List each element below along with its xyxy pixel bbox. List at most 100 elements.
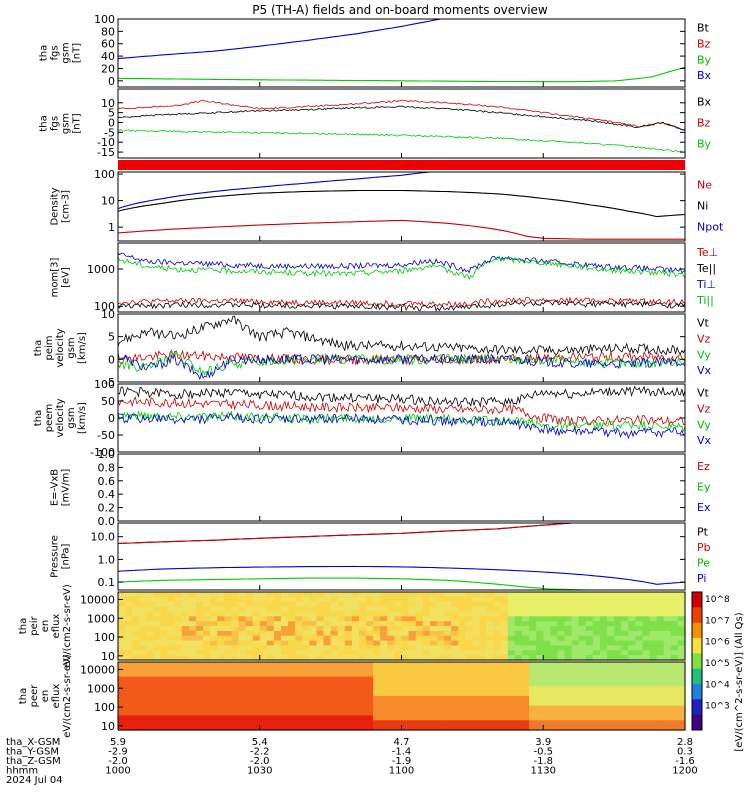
spectrogram-cell xyxy=(196,662,204,668)
spectrogram-cell xyxy=(302,715,310,721)
series-Vz-line xyxy=(118,349,685,366)
spectrogram-cell xyxy=(203,621,211,627)
spectrogram-cell xyxy=(323,676,332,683)
spectrogram-cell xyxy=(422,662,431,668)
spectrogram-cell xyxy=(621,666,629,673)
spectrogram-cell xyxy=(458,700,466,707)
spectrogram-cell xyxy=(309,662,318,668)
spectrogram-cell xyxy=(316,606,325,613)
spectrogram-cell xyxy=(174,596,183,603)
spectrogram-cell xyxy=(493,616,502,622)
spectrogram-cell xyxy=(451,720,459,726)
orbit-row-value: -1.8 xyxy=(533,756,553,767)
colorbar-frame xyxy=(691,591,703,731)
spectrogram-cell xyxy=(536,601,544,608)
spectrogram-cell xyxy=(238,700,247,707)
spectrogram-cell xyxy=(429,691,438,697)
spectrogram-cell xyxy=(677,655,686,661)
spectrogram-cell xyxy=(635,655,644,661)
spectrogram-cell xyxy=(479,592,488,598)
spectrogram-cell xyxy=(167,616,176,622)
spectrogram-cell xyxy=(330,645,339,651)
spectrogram-cell xyxy=(330,640,339,647)
spectrogram-cell xyxy=(245,655,254,661)
spectrogram-cell xyxy=(635,592,644,598)
spectrogram-cell xyxy=(514,681,523,687)
spectrogram-cell xyxy=(139,606,147,613)
spectrogram-cell xyxy=(359,720,367,726)
spectrogram-cell xyxy=(196,686,204,692)
y-axis-label-part: fgs xyxy=(50,116,61,131)
spectrogram-cell xyxy=(238,666,247,673)
spectrogram-cell xyxy=(472,650,481,656)
spectrogram-cell xyxy=(210,700,218,707)
spectrogram-cell xyxy=(323,710,332,717)
spectrogram-cell xyxy=(266,715,275,721)
series-Ti-line xyxy=(118,255,685,281)
spectrogram-cell xyxy=(139,621,147,627)
series-Vx-line xyxy=(118,412,685,440)
spectrogram-cell xyxy=(444,715,452,721)
spectrogram-cell xyxy=(387,696,395,702)
spectrogram-cell xyxy=(174,710,183,717)
spectrogram-cell xyxy=(500,611,509,617)
spectrogram-cell xyxy=(139,650,147,656)
spectrogram-cell xyxy=(408,710,417,717)
y-tick-label: 100 xyxy=(94,701,115,714)
spectrogram-cell xyxy=(288,686,296,692)
spectrogram-cell xyxy=(429,645,438,651)
spectrogram-cell xyxy=(288,725,296,731)
colorbar-label: 10^3 xyxy=(705,702,730,712)
colorbar-label: 10^8 xyxy=(705,595,730,605)
spectrogram-cell xyxy=(330,691,339,697)
spectrogram-cell xyxy=(188,662,197,668)
spectrogram-cell xyxy=(245,715,254,721)
spectrogram-cell xyxy=(514,645,523,651)
spectrogram-cell xyxy=(344,630,353,637)
spectrogram-cell xyxy=(174,621,183,627)
spectrogram-cell xyxy=(642,621,651,627)
spectrogram-cell xyxy=(585,676,594,683)
spectrogram-cell xyxy=(203,635,211,642)
spectrogram-cell xyxy=(444,681,452,687)
spectrogram-cell xyxy=(578,676,587,683)
spectrogram-cell xyxy=(564,596,573,603)
spectrogram-cell xyxy=(330,606,339,613)
spectrogram-cell xyxy=(366,696,374,702)
spectrogram-cell xyxy=(408,681,417,687)
spectrogram-cell xyxy=(422,592,431,598)
legend-Te: Te|| xyxy=(696,262,716,275)
y-axis-label-part: fgs xyxy=(50,45,61,60)
spectrogram-cell xyxy=(472,720,481,726)
spectrogram-cell xyxy=(401,596,410,603)
spectrogram-cell xyxy=(273,676,282,683)
spectrogram-cell xyxy=(273,715,282,721)
spectrogram-cell xyxy=(188,681,197,687)
spectrogram-cell xyxy=(167,681,176,687)
spectrogram-cell xyxy=(125,626,133,632)
y-tick-label: 10 xyxy=(101,650,115,663)
y-axis-label-part: peim xyxy=(44,335,55,360)
spectrogram-cell xyxy=(266,640,275,647)
spectrogram-cell xyxy=(373,710,381,717)
spectrogram-cell xyxy=(415,650,424,656)
spectrogram-cell xyxy=(642,666,651,673)
spectrogram-cell xyxy=(415,621,424,627)
spectrogram-cell xyxy=(217,725,225,731)
spectrogram-cell xyxy=(493,671,502,678)
spectrogram-cell xyxy=(649,592,658,598)
spectrogram-cell xyxy=(479,671,488,678)
spectrogram-cell xyxy=(614,666,622,673)
spectrogram-cell xyxy=(500,681,509,687)
spectrogram-cell xyxy=(444,650,452,656)
spectrogram-cell xyxy=(479,725,488,731)
spectrogram-cell xyxy=(479,715,488,721)
spectrogram-cell xyxy=(585,696,594,702)
y-axis-label-part: velocity xyxy=(55,328,66,367)
spectrogram-cell xyxy=(422,705,431,712)
spectrogram-cell xyxy=(337,715,346,721)
panel-p6: 100500-50-100thapeemvelocitygsm[km/s]VtV… xyxy=(33,378,712,459)
spectrogram-cell xyxy=(592,681,601,687)
spectrogram-cell xyxy=(422,710,431,717)
spectrogram-cell xyxy=(316,671,325,678)
